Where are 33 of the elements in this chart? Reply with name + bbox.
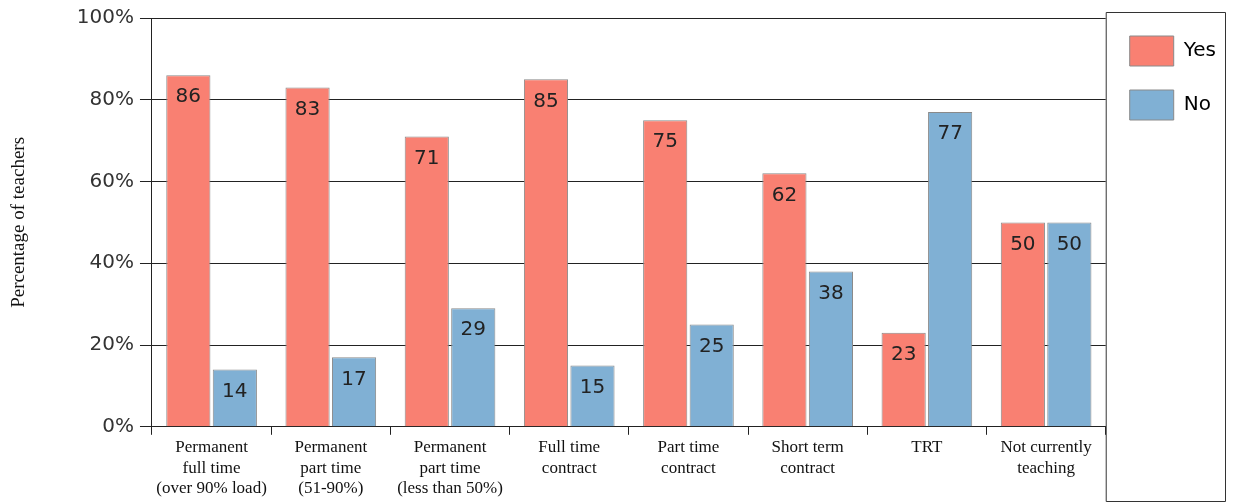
legend-label: No <box>1183 91 1211 116</box>
x-tick-label: Full time contract <box>538 437 601 477</box>
y-tick-label: 80% <box>89 85 134 110</box>
x-tick-label: Permanent part time (less than 50%) <box>397 437 503 498</box>
y-tick-label: 40% <box>89 249 134 274</box>
x-tick-label: Permanent full time (over 90% load) <box>156 437 267 498</box>
y-tick-label: 100% <box>76 4 134 29</box>
y-axis-title: Percentage of teachers <box>7 136 29 308</box>
data-label: 86 <box>175 83 202 108</box>
data-label: 75 <box>652 128 678 153</box>
x-tick-label: Part time contract <box>657 437 720 477</box>
data-label: 77 <box>937 120 963 145</box>
data-label: 23 <box>890 340 917 365</box>
data-label: 83 <box>294 95 321 120</box>
data-label: 62 <box>771 181 798 206</box>
y-tick-label: 0% <box>102 413 134 437</box>
data-label: 17 <box>341 365 367 390</box>
data-label: 38 <box>818 279 844 304</box>
data-label: 85 <box>533 87 559 112</box>
y-tick-label: 20% <box>89 331 134 356</box>
x-tick-label: TRT <box>911 437 944 457</box>
x-tick-label: Short term contract <box>771 437 844 477</box>
y-tick-label: 60% <box>89 167 134 192</box>
x-tick-label: Permanent part time (51-90%) <box>294 437 368 498</box>
data-label: 71 <box>414 144 440 169</box>
data-label: 50 <box>1010 230 1036 255</box>
x-tick-label: Not currently teaching <box>1000 437 1093 477</box>
data-label: 14 <box>222 377 248 402</box>
data-label: 15 <box>579 373 606 398</box>
data-label: 29 <box>460 316 486 341</box>
legend-label: Yes <box>1182 37 1217 62</box>
data-label: 25 <box>698 332 725 357</box>
data-label: 50 <box>1056 230 1083 255</box>
